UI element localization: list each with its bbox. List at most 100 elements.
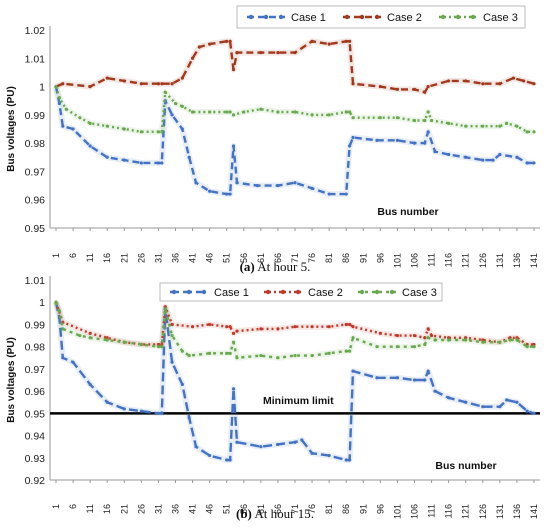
y-tick-label: 0.92 [25,475,46,487]
data-point [180,104,184,108]
data-point [88,382,92,387]
data-point [88,121,92,125]
data-point [447,396,451,400]
x-tick-label: 111 [427,253,437,267]
data-point [180,382,184,387]
data-point [395,333,400,338]
data-point [54,300,58,304]
data-point [231,331,236,335]
y-tick-label: 0.93 [25,453,46,465]
data-point [515,336,519,340]
data-point [180,76,184,80]
data-point [525,409,529,413]
data-point [88,84,92,89]
data-point [433,338,437,342]
data-point [105,155,109,159]
data-point [327,453,331,458]
x-tick-label: 86 [341,253,351,263]
data-point [61,124,65,128]
data-point [412,87,417,91]
data-point [481,124,485,128]
data-point [395,116,400,120]
x-tick-label: 71 [290,253,300,263]
x-tick-label: 1 [51,253,61,258]
data-point [235,356,239,360]
data-point [348,322,352,327]
x-tick-label: 116 [444,253,454,267]
x-tick-label: 21 [119,253,129,263]
data-point [61,356,65,360]
data-point [163,307,167,311]
data-point [122,79,126,83]
data-point [255,183,260,188]
y-tick-label: 1.01 [25,275,46,287]
data-point [498,152,502,157]
data-point [228,192,232,196]
x-tick-label: 51 [222,504,232,514]
x-tick-label: 96 [375,504,385,514]
x-tick-label: 116 [444,504,454,518]
legend-marker [389,289,395,295]
panel-caption: (a) At hour 5. [240,259,311,274]
data-point [532,130,536,134]
data-point [532,342,536,347]
data-point [395,376,400,380]
data-point [433,389,437,393]
legend-label-case-1: Case 1 [291,12,326,24]
data-point [173,101,178,106]
data-point [235,51,239,55]
data-point [228,325,232,329]
data-point [412,333,417,338]
data-point [208,110,212,114]
data-point [208,189,212,193]
data-point [327,351,331,355]
x-tick-label: 66 [273,253,283,263]
data-point [61,327,65,331]
data-point [225,39,229,43]
x-tick-label: 46 [205,504,215,514]
data-point [293,181,297,185]
data-point [259,51,263,55]
data-point [351,135,355,140]
data-point [464,400,468,404]
data-point [187,353,191,358]
data-point [276,51,280,55]
data-point [464,338,468,342]
data-point [348,349,352,353]
legend-marker [186,289,192,295]
x-tick-label: 1 [51,504,61,509]
data-point [71,360,75,364]
data-point [231,68,236,72]
data-point [57,101,62,106]
x-tick-label: 21 [119,504,129,514]
data-point [242,110,246,114]
data-point [464,124,468,128]
data-point [105,400,109,404]
data-point [447,338,451,342]
data-point [426,369,430,373]
x-tick-label: 131 [495,504,505,519]
data-point [378,116,382,120]
data-point [170,82,174,86]
legend-marker [359,289,365,295]
data-point [310,186,314,190]
data-point [105,124,109,128]
legend-marker [374,14,380,20]
data-point [464,336,468,340]
data-point [447,152,451,157]
data-point [208,453,212,458]
data-point [525,130,529,134]
data-point [122,407,126,411]
data-point [375,376,379,380]
data-point [481,82,485,86]
data-point [344,458,348,462]
data-point [511,76,516,80]
x-tick-label: 81 [324,253,334,263]
data-point [170,360,174,364]
data-point [429,118,434,123]
data-point [160,130,164,134]
x-tick-label: 111 [427,504,437,518]
x-tick-label: 131 [495,253,505,268]
